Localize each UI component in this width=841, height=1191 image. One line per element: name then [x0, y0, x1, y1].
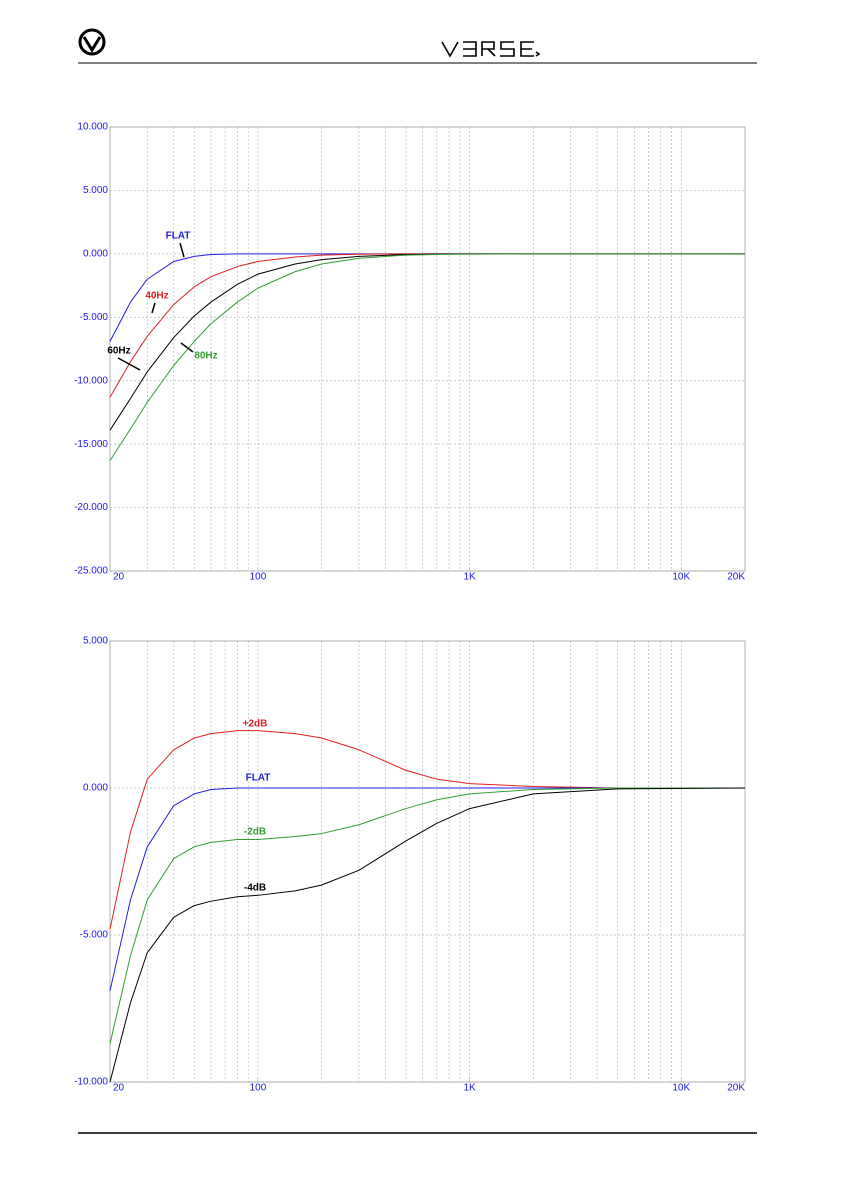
x-tick-label: 1K	[463, 1083, 476, 1094]
y-tick-label: 5.000	[83, 636, 108, 647]
series-line	[109, 787, 745, 991]
series-label: FLAT	[166, 231, 191, 242]
x-tick-label: 10K	[672, 1083, 690, 1094]
chart: 5.000 0.000 -5.000 -10.000 20 100 1K 10K 20K +2dB…	[74, 636, 746, 1094]
series-line	[109, 787, 746, 1083]
series-line	[109, 253, 745, 461]
y-tick-label: -10.000	[74, 1077, 108, 1088]
y-tick-label: -5.000	[80, 312, 109, 323]
series-label: 40Hz	[145, 291, 168, 302]
brand-wordmark	[441, 41, 541, 58]
leader-line	[180, 342, 194, 353]
y-tick-label: -15.000	[74, 439, 108, 450]
x-tick-label: 100	[250, 1083, 267, 1094]
series-line	[109, 787, 745, 1044]
x-tick-label: 100	[250, 572, 267, 583]
x-tick-label: 20	[113, 1083, 125, 1094]
brand-logo	[78, 28, 106, 56]
y-tick-label: -25.000	[74, 566, 108, 577]
series-label: +2dB	[243, 719, 268, 730]
y-tick-label: -20.000	[74, 502, 108, 513]
y-tick-label: 0.000	[83, 783, 108, 794]
series-line	[109, 253, 745, 398]
x-tick-label: 10K	[672, 572, 690, 583]
y-tick-label: 10.000	[77, 122, 108, 133]
series-label: -4dB	[244, 883, 266, 894]
y-tick-label: -10.000	[74, 375, 108, 386]
chart: 10.000 5.000 0.000 -5.000 -10.000 -15.000 -20.…	[74, 122, 746, 583]
series-label: 60Hz	[107, 346, 130, 357]
series-label: 80Hz	[194, 351, 217, 362]
leader-line	[151, 302, 156, 314]
x-tick-label: 1K	[463, 572, 476, 583]
x-tick-label: 20	[113, 572, 125, 583]
x-tick-label: 20K	[727, 1083, 745, 1094]
plot-frame	[109, 640, 746, 1083]
leader-line	[179, 242, 185, 258]
y-tick-label: 0.000	[83, 248, 108, 259]
series-line	[109, 730, 745, 930]
y-tick-label: -5.000	[80, 930, 109, 941]
series-label: -2dB	[244, 827, 266, 838]
series-line	[109, 253, 745, 342]
series-label: FLAT	[246, 773, 271, 784]
plot-frame	[109, 126, 746, 572]
leader-line	[117, 357, 141, 371]
x-tick-label: 20K	[727, 572, 745, 583]
y-tick-label: 5.000	[83, 185, 108, 196]
